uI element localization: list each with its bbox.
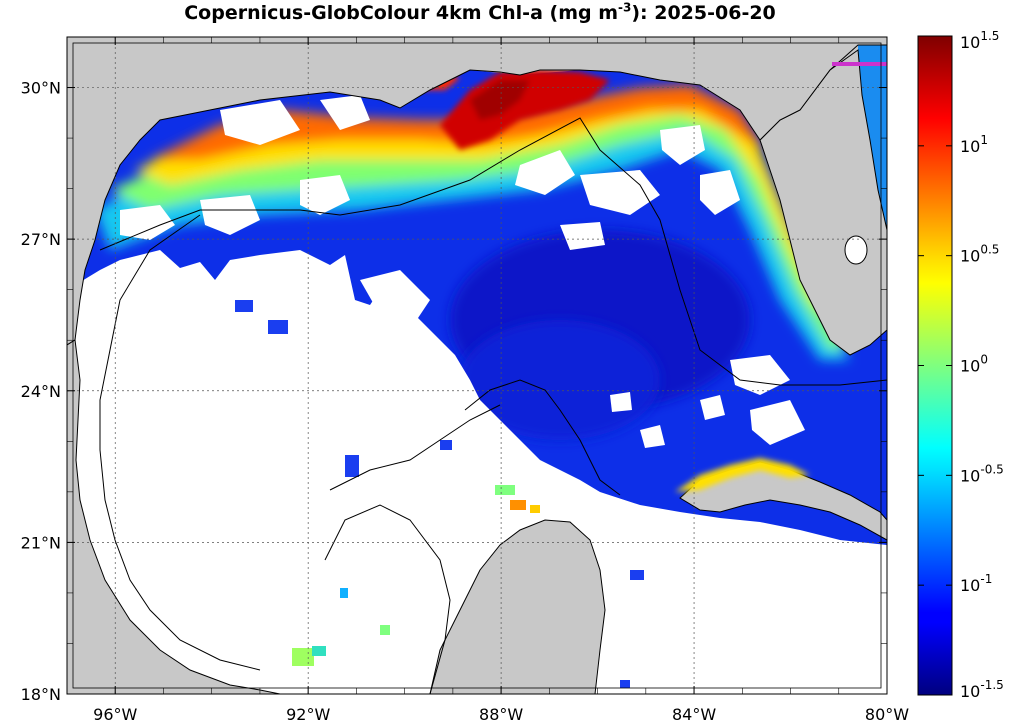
colorbar-label-exponent: 0.5 <box>980 243 999 257</box>
lon-tick-label: 92°W <box>286 705 330 724</box>
colorbar-tick-label: 10-1.5 <box>960 678 1004 701</box>
colorbar-label-exponent: 0 <box>980 353 988 367</box>
cloud-mask-west <box>67 250 887 694</box>
map-frame <box>66 36 888 695</box>
colorbar-ticks <box>918 35 952 696</box>
eez-boundary-2 <box>464 379 621 496</box>
map-area <box>67 37 887 694</box>
colorbar-label-exponent: -1 <box>980 572 992 586</box>
colorbar-label-exponent: -1.5 <box>980 678 1003 692</box>
colorbar-label-base: 10 <box>960 576 980 595</box>
title-suffix: ): 2025-06-20 <box>631 2 776 24</box>
colorbar-tick-label: 10-1 <box>960 572 992 595</box>
eez-boundary <box>99 117 887 386</box>
colorbar-label-exponent: 1.5 <box>980 29 999 43</box>
campeche-bank-line <box>329 404 501 491</box>
lon-tick-label: 88°W <box>479 705 523 724</box>
lat-tick-label: 30°N <box>21 79 61 98</box>
atlantic-strip <box>858 45 887 240</box>
map-title: Copernicus-GlobColour 4km Chl-a (mg m-3)… <box>0 2 960 24</box>
us-gulf-coast <box>67 37 887 346</box>
colorbar-label-base: 10 <box>960 466 980 485</box>
colorbar-tick-label: 100.5 <box>960 243 999 266</box>
colorbar-tick-label: 10-0.5 <box>960 462 1004 485</box>
colorbar-tick-label: 101 <box>960 133 988 156</box>
lat-tick-label: 24°N <box>21 382 61 401</box>
title-superscript: -3 <box>618 0 632 15</box>
lat-tick-label: 18°N <box>21 685 61 704</box>
colorbar-label-base: 10 <box>960 33 980 52</box>
colorbar-label-base: 10 <box>960 682 980 701</box>
lat-tick-label: 21°N <box>21 533 61 552</box>
mexico-shelf-line <box>99 214 261 671</box>
campeche-coastline <box>324 504 451 694</box>
title-prefix: Copernicus-GlobColour 4km Chl-a (mg m <box>184 2 618 24</box>
colorbar-label-base: 10 <box>960 247 980 266</box>
yucatan <box>429 519 606 694</box>
mexico-coast <box>67 339 281 694</box>
colorbar-label-base: 10 <box>960 357 980 376</box>
map-inner-frame <box>72 42 882 689</box>
lat-tick-label: 27°N <box>21 230 61 249</box>
lon-tick-label: 80°W <box>865 705 909 724</box>
lon-tick-label: 84°W <box>672 705 716 724</box>
colorbar-label-base: 10 <box>960 137 980 156</box>
colorbar-label-exponent: 1 <box>980 133 988 147</box>
colorbar-tick-label: 100 <box>960 353 988 376</box>
colorbar-label-exponent: -0.5 <box>980 462 1003 476</box>
cuba-shelf <box>675 458 810 492</box>
deep-basin-2 <box>460 320 660 440</box>
axis-tick-labels: 96°W 92°W 88°W 84°W 80°W 30°N 27°N 24°N 21°N 18°N <box>21 79 910 724</box>
lon-tick-label: 96°W <box>93 705 137 724</box>
cloud-patches <box>120 95 805 448</box>
colorbar-tick-label: 101.5 <box>960 29 999 52</box>
axis-ticks <box>66 36 888 695</box>
graticule <box>67 37 887 694</box>
lake-okeechobee <box>844 235 868 265</box>
